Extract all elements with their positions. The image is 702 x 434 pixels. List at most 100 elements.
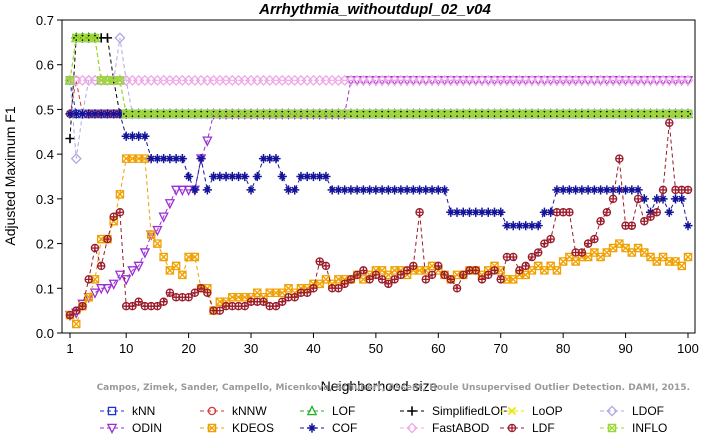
point-8-21 bbox=[196, 154, 206, 164]
y-tick-label-4: 0.4 bbox=[36, 147, 54, 162]
point-10-7 bbox=[109, 212, 118, 221]
point-10-71 bbox=[508, 252, 518, 262]
legend-label-7: KDEOS bbox=[232, 421, 274, 434]
legend-item-1: kNNW bbox=[200, 404, 267, 418]
point-10-76 bbox=[540, 239, 549, 248]
point-10-53 bbox=[396, 270, 406, 280]
point-8-28 bbox=[240, 171, 250, 182]
point-8-19 bbox=[184, 171, 194, 182]
point-11-8 bbox=[115, 76, 125, 85]
point-10-62 bbox=[452, 284, 462, 293]
series-line-7 bbox=[69, 158, 689, 326]
point-3-6 bbox=[102, 33, 113, 43]
point-10-63 bbox=[459, 270, 468, 280]
series-8 bbox=[65, 109, 693, 231]
legend-label-1: kNNW bbox=[232, 404, 267, 418]
point-7-8 bbox=[115, 190, 125, 199]
point-8-76 bbox=[539, 207, 550, 217]
point-8-16 bbox=[165, 154, 175, 164]
x-tick-label-6: 60 bbox=[431, 341, 445, 356]
legend: kNN kNNW LOF SimplifiedLOF LoOP LDOF ODIN KDEOS… bbox=[100, 404, 667, 434]
point-8-63 bbox=[458, 207, 468, 217]
point-10-65 bbox=[471, 266, 481, 275]
point-8-44 bbox=[340, 185, 350, 195]
point-3-0 bbox=[65, 133, 75, 144]
point-8-67 bbox=[483, 207, 493, 217]
point-10-51 bbox=[384, 279, 393, 289]
point-10-6 bbox=[103, 234, 112, 244]
point-8-34 bbox=[277, 171, 287, 182]
point-8-9 bbox=[121, 131, 131, 141]
point-10-36 bbox=[290, 292, 299, 302]
point-8-7 bbox=[109, 109, 119, 119]
legend-label-11: INFLO bbox=[632, 421, 667, 434]
point-10-3 bbox=[84, 275, 93, 284]
point-8-84 bbox=[589, 185, 599, 195]
point-8-27 bbox=[233, 171, 244, 182]
point-8-45 bbox=[346, 185, 356, 195]
point-11-99 bbox=[683, 109, 693, 119]
point-10-69 bbox=[496, 275, 505, 284]
point-10-39 bbox=[309, 284, 318, 293]
point-8-79 bbox=[558, 185, 568, 195]
x-axis-title: Neighborhood size bbox=[321, 378, 438, 394]
point-8-98 bbox=[677, 194, 687, 204]
legend-swatch-marker-1 bbox=[207, 406, 217, 416]
point-10-15 bbox=[159, 297, 168, 306]
point-10-5 bbox=[96, 261, 106, 271]
point-7-99 bbox=[683, 252, 693, 262]
point-10-21 bbox=[196, 284, 206, 293]
legend-swatch-marker-6 bbox=[106, 423, 118, 434]
point-10-48 bbox=[365, 275, 374, 284]
point-10-87 bbox=[608, 194, 618, 204]
point-7-1 bbox=[71, 319, 81, 329]
point-10-33 bbox=[271, 301, 281, 311]
point-5-8 bbox=[114, 32, 126, 44]
point-6-10 bbox=[127, 266, 138, 277]
legend-item-0: kNN bbox=[100, 404, 155, 418]
point-10-52 bbox=[390, 275, 399, 284]
point-10-77 bbox=[546, 234, 555, 244]
point-10-43 bbox=[334, 284, 343, 293]
point-8-37 bbox=[296, 171, 306, 182]
point-8-22 bbox=[202, 185, 212, 195]
point-8-48 bbox=[365, 185, 375, 195]
point-8-66 bbox=[477, 207, 487, 217]
point-8-2 bbox=[77, 109, 88, 119]
point-10-45 bbox=[346, 275, 356, 284]
legend-item-5: LDOF bbox=[600, 404, 664, 418]
x-tick-label-8: 80 bbox=[556, 341, 570, 356]
point-10-19 bbox=[184, 292, 193, 302]
point-10-24 bbox=[215, 306, 225, 315]
point-10-34 bbox=[277, 297, 287, 306]
point-8-59 bbox=[433, 185, 443, 195]
legend-label-3: SimplifiedLOF bbox=[432, 404, 507, 418]
point-8-52 bbox=[390, 185, 400, 195]
point-8-58 bbox=[427, 185, 437, 195]
point-8-93 bbox=[645, 207, 656, 217]
point-10-56 bbox=[415, 208, 424, 217]
legend-item-8: COF bbox=[300, 421, 357, 434]
point-10-14 bbox=[153, 301, 162, 311]
point-8-68 bbox=[489, 207, 500, 217]
point-8-94 bbox=[652, 194, 662, 204]
legend-item-11: INFLO bbox=[600, 421, 667, 434]
legend-label-10: LDF bbox=[532, 421, 555, 434]
point-10-40 bbox=[315, 257, 324, 266]
point-6-5 bbox=[96, 284, 107, 295]
point-10-68 bbox=[490, 266, 499, 275]
point-10-67 bbox=[483, 270, 493, 280]
point-7-98 bbox=[677, 261, 687, 271]
point-10-1 bbox=[71, 306, 81, 315]
point-8-83 bbox=[583, 185, 593, 195]
point-10-83 bbox=[583, 239, 593, 248]
point-5-1 bbox=[70, 153, 82, 165]
point-6-7 bbox=[108, 279, 119, 290]
point-8-20 bbox=[190, 185, 200, 195]
point-8-77 bbox=[546, 207, 556, 217]
point-11-0 bbox=[65, 76, 75, 85]
point-7-18 bbox=[178, 270, 187, 280]
x-tick-label-5: 50 bbox=[369, 341, 383, 356]
point-8-49 bbox=[371, 185, 381, 195]
legend-label-8: COF bbox=[332, 421, 357, 434]
